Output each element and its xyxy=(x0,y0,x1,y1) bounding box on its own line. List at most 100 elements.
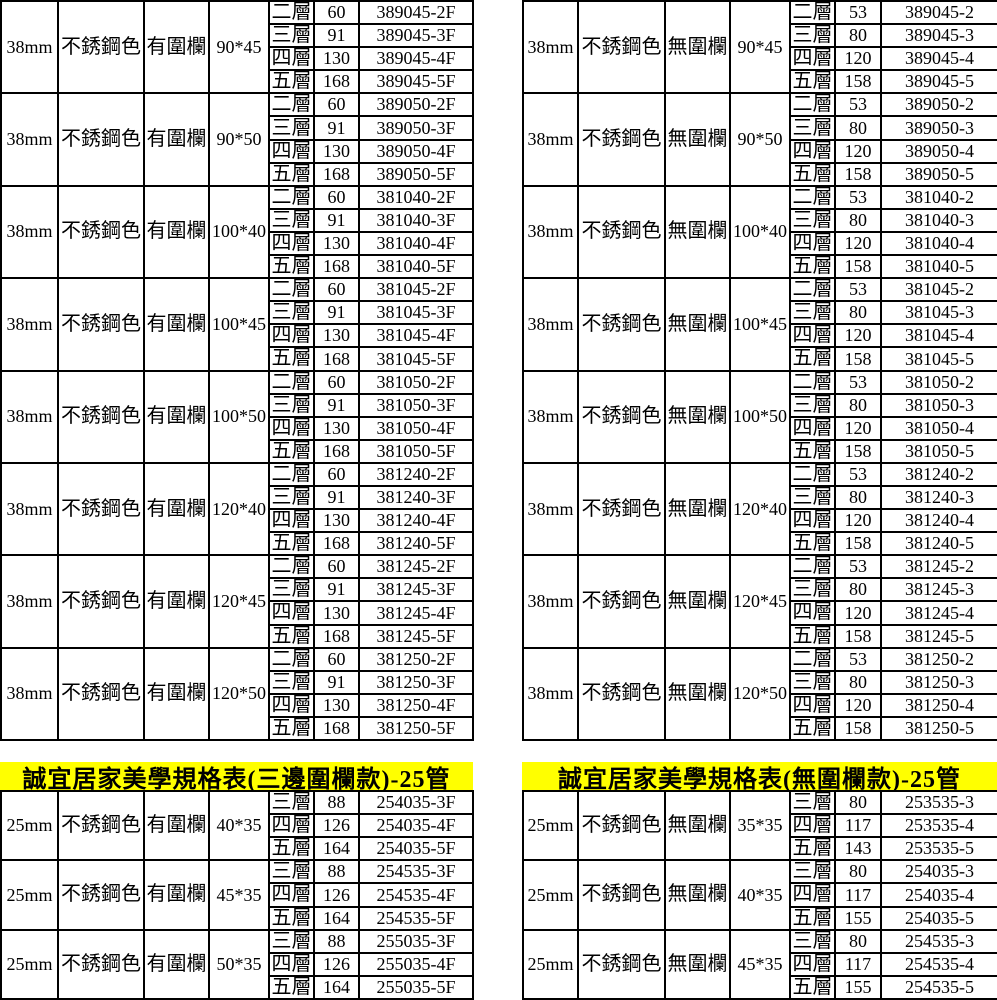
tier-cell: 四層 xyxy=(789,415,836,441)
tier-cell: 四層 xyxy=(789,230,836,257)
price-cell: 168 xyxy=(313,346,360,372)
code-cell: 381250-2F xyxy=(358,646,474,672)
code-cell: 389045-5 xyxy=(880,69,997,95)
table-row: 五層 155 254535-5 xyxy=(523,974,997,1000)
table-row: 四層 130 381250-4F xyxy=(1,692,474,718)
fence-cell: 無圍欄 xyxy=(664,277,731,372)
tier-cell: 五層 xyxy=(789,69,836,95)
price-cell: 53 xyxy=(834,184,882,210)
tier-cell: 四層 xyxy=(268,813,315,839)
size-cell: 40*35 xyxy=(729,859,791,931)
code-cell: 389050-5 xyxy=(880,161,997,187)
tier-cell: 五層 xyxy=(789,346,836,372)
tier-cell: 四層 xyxy=(268,138,315,164)
table-row: 三層 91 381250-3F xyxy=(1,669,474,695)
table-row: 38mm 不銹鋼色 無圍欄 100*40 二層 53 381040-2 xyxy=(522,184,997,280)
tier-cell: 二層 xyxy=(789,461,836,487)
table-row: 25mm 不銹鋼色 有圍欄 45*35 三層 88 254535-3F xyxy=(0,859,474,931)
table-row: 38mm 不銹鋼色 無圍欄 100*50 二層 53 381050-2 xyxy=(522,369,997,464)
table-row: 四層 126 254035-4F xyxy=(1,813,474,839)
size-cell: 100*50 xyxy=(729,369,791,464)
code-cell: 381245-4 xyxy=(880,600,997,626)
tier-cell: 五層 xyxy=(268,69,315,95)
table-row: 四層 130 389045-4F xyxy=(1,46,474,72)
code-cell: 381050-5 xyxy=(880,438,997,464)
table-row: 五層 164 254535-5F xyxy=(1,905,474,931)
spec-table-25mm-no-fence: 25mm 不銹鋼色 無圍欄 35*35 三層 80 253535-3 四層 117 253535-… xyxy=(522,789,997,1000)
tier-cell: 三層 xyxy=(268,859,315,885)
code-cell: 381245-4F xyxy=(358,600,474,626)
code-cell: 253535-3 xyxy=(880,789,997,816)
price-cell: 80 xyxy=(834,23,882,49)
price-cell: 168 xyxy=(313,161,360,187)
price-cell: 155 xyxy=(834,974,882,1000)
price-cell: 130 xyxy=(313,46,360,72)
color-cell: 不銹鋼色 xyxy=(57,92,145,187)
tier-cell: 四層 xyxy=(789,692,836,718)
tube-cell: 38mm xyxy=(522,0,579,95)
fence-cell: 有圍欄 xyxy=(143,0,210,95)
size-cell: 40*35 xyxy=(208,789,270,862)
price-cell: 158 xyxy=(834,715,882,742)
code-cell: 381045-2F xyxy=(358,277,474,303)
table-row: 38mm 不銹鋼色 無圍欄 120*50 二層 53 381250-2 xyxy=(522,646,997,742)
code-cell: 389050-3F xyxy=(358,115,474,141)
code-cell: 381050-4F xyxy=(358,415,474,441)
table-row: 25mm 不銹鋼色 有圍欄 40*35 三層 88 254035-3F xyxy=(0,789,474,862)
size-cell: 50*35 xyxy=(208,928,270,1000)
tier-cell: 五層 xyxy=(789,161,836,187)
table-row: 三層 91 389045-3F xyxy=(1,23,474,49)
tier-cell: 二層 xyxy=(789,369,836,395)
table-row: 三層 80 381045-3 xyxy=(523,300,997,326)
code-cell: 381040-5F xyxy=(358,254,474,280)
tube-cell: 38mm xyxy=(0,0,59,95)
color-cell: 不銹鋼色 xyxy=(57,369,145,464)
table-row: 25mm 不銹鋼色 無圍欄 45*35 三層 80 254535-3 xyxy=(522,928,997,1000)
price-cell: 60 xyxy=(313,0,360,26)
code-cell: 254535-4F xyxy=(358,882,474,908)
tier-cell: 五層 xyxy=(789,974,836,1000)
code-cell: 381045-3F xyxy=(358,300,474,326)
table-row: 五層 158 381240-5 xyxy=(523,531,997,557)
code-cell: 389050-4F xyxy=(358,138,474,164)
price-cell: 91 xyxy=(313,115,360,141)
code-cell: 255035-3F xyxy=(358,928,474,954)
tier-cell: 五層 xyxy=(268,715,315,742)
table-row: 38mm 不銹鋼色 有圍欄 90*45 二層 60 389045-2F xyxy=(0,0,474,95)
tier-cell: 五層 xyxy=(268,905,315,931)
table-row: 四層 120 381040-4 xyxy=(523,230,997,257)
code-cell: 254535-5 xyxy=(880,974,997,1000)
price-cell: 168 xyxy=(313,254,360,280)
code-cell: 381040-5 xyxy=(880,254,997,280)
table-row: 38mm 不銹鋼色 無圍欄 90*50 二層 53 389050-2 xyxy=(522,92,997,187)
code-cell: 381240-3F xyxy=(358,484,474,511)
tier-cell: 三層 xyxy=(268,789,315,816)
price-cell: 120 xyxy=(834,600,882,626)
tier-cell: 四層 xyxy=(789,508,836,534)
tier-cell: 五層 xyxy=(789,623,836,649)
code-cell: 381050-2F xyxy=(358,369,474,395)
price-cell: 130 xyxy=(313,508,360,534)
tier-cell: 五層 xyxy=(789,715,836,742)
table-row: 五層 158 389050-5 xyxy=(523,161,997,187)
table-row: 五層 143 253535-5 xyxy=(523,836,997,862)
table-row: 四層 120 389050-4 xyxy=(523,138,997,164)
price-cell: 117 xyxy=(834,813,882,839)
tier-cell: 二層 xyxy=(268,461,315,487)
tier-cell: 五層 xyxy=(268,623,315,649)
code-cell: 381045-4F xyxy=(358,323,474,349)
price-cell: 53 xyxy=(834,369,882,395)
tier-cell: 三層 xyxy=(268,23,315,49)
fence-cell: 有圍欄 xyxy=(143,277,210,372)
price-cell: 60 xyxy=(313,277,360,303)
size-cell: 90*45 xyxy=(729,0,791,95)
table-title-25mm-with-fence: 誠宜居家美學規格表(三邊圍欄款)-25管 xyxy=(0,762,473,790)
price-cell: 158 xyxy=(834,623,882,649)
size-cell: 100*45 xyxy=(729,277,791,372)
tier-cell: 四層 xyxy=(789,951,836,977)
tier-cell: 五層 xyxy=(789,438,836,464)
code-cell: 381240-5F xyxy=(358,531,474,557)
table-row: 四層 130 381040-4F xyxy=(1,230,474,257)
table-row: 五層 158 381245-5 xyxy=(523,623,997,649)
color-cell: 不銹鋼色 xyxy=(57,277,145,372)
